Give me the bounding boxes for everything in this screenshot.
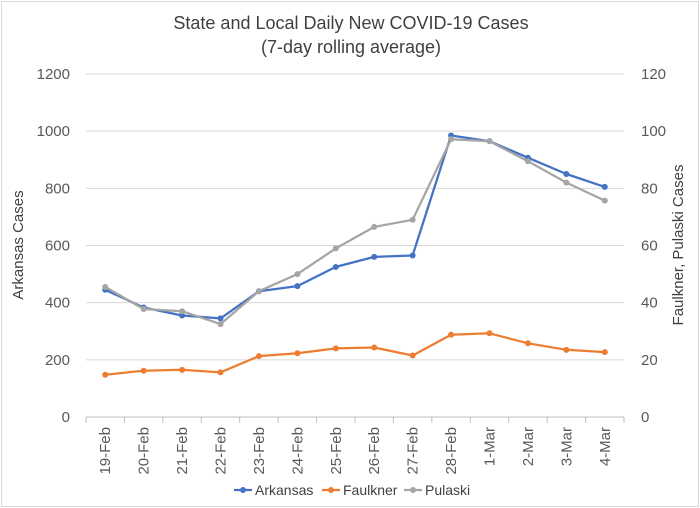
legend: Arkansas Faulkner Pulaski	[234, 482, 470, 498]
x-tick-label: 22-Feb	[213, 427, 230, 475]
data-point-faulkner	[563, 346, 570, 353]
x-tick-label: 28-Feb	[443, 427, 460, 475]
data-point-arkansas	[294, 283, 301, 290]
data-point-arkansas	[179, 312, 186, 319]
legend-label: Faulkner	[343, 482, 398, 498]
data-point-pulaski	[371, 223, 378, 230]
legend-item-arkansas: Arkansas	[234, 482, 313, 498]
x-tick-label: 23-Feb	[251, 427, 268, 475]
left-tick-label: 800	[45, 180, 70, 197]
data-point-faulkner	[102, 371, 109, 378]
x-tick-label: 1-Mar	[482, 427, 499, 466]
left-tick-label: 600	[45, 238, 70, 255]
data-point-arkansas	[601, 183, 608, 190]
x-tick-label: 21-Feb	[174, 427, 191, 475]
legend-label: Arkansas	[255, 482, 313, 498]
data-point-arkansas	[563, 171, 570, 178]
x-tick-label: 2-Mar	[520, 427, 537, 466]
right-tick-label: 80	[641, 180, 658, 197]
right-tick-label: 60	[641, 238, 658, 255]
left-tick-label: 1200	[37, 66, 70, 83]
series-faulkner	[102, 330, 608, 378]
data-point-faulkner	[409, 352, 416, 359]
data-point-arkansas	[409, 252, 416, 259]
data-point-faulkner	[448, 331, 455, 338]
right-tick-label: 0	[641, 409, 649, 426]
right-axis-ticks: 0 20 40 60 80 100 120	[641, 66, 666, 426]
left-tick-label: 200	[45, 352, 70, 369]
right-axis-label: Faulkner, Pulaski Cases	[670, 165, 687, 326]
data-point-pulaski	[448, 136, 455, 143]
x-tick-label: 24-Feb	[289, 427, 306, 475]
legend-item-pulaski: Pulaski	[404, 482, 470, 498]
chart-title: State and Local Daily New COVID-19 Cases	[173, 13, 528, 33]
legend-label: Pulaski	[425, 482, 470, 498]
data-point-pulaski	[524, 158, 531, 165]
data-point-faulkner	[294, 350, 301, 357]
data-point-pulaski	[217, 321, 224, 328]
data-point-arkansas	[371, 253, 378, 260]
x-tick-label: 27-Feb	[405, 427, 422, 475]
data-point-pulaski	[140, 305, 147, 312]
legend-swatch-marker	[410, 487, 416, 493]
data-point-pulaski	[409, 216, 416, 223]
chart-subtitle: (7-day rolling average)	[261, 37, 441, 57]
data-point-arkansas	[217, 315, 224, 322]
x-tick-label: 4-Mar	[597, 427, 614, 466]
right-tick-label: 120	[641, 66, 666, 83]
data-point-faulkner	[601, 349, 608, 356]
series-pulaski	[102, 136, 608, 328]
data-point-faulkner	[255, 353, 262, 360]
data-point-faulkner	[217, 369, 224, 376]
data-point-pulaski	[486, 138, 493, 145]
data-point-faulkner	[179, 366, 186, 373]
series-line-pulaski	[104, 138, 606, 326]
x-axis-ticks: 19-Feb 20-Feb 21-Feb 22-Feb 23-Feb 24-Feb 25-F…	[85, 417, 625, 475]
left-axis-ticks: 0 200 400 600 800 1000 1200	[37, 66, 70, 426]
series-group	[102, 132, 608, 378]
data-point-pulaski	[294, 271, 301, 278]
right-tick-label: 100	[641, 123, 666, 140]
data-point-pulaski	[563, 179, 570, 186]
x-tick-label: 19-Feb	[97, 427, 114, 475]
x-tick-label: 3-Mar	[558, 427, 575, 466]
x-tick-label: 26-Feb	[366, 427, 383, 475]
data-point-pulaski	[179, 308, 186, 315]
data-point-pulaski	[601, 197, 608, 204]
series-line-arkansas	[104, 134, 606, 320]
data-point-faulkner	[140, 367, 147, 374]
series-line-faulkner	[105, 332, 605, 376]
data-point-faulkner	[486, 330, 493, 337]
series-arkansas	[102, 132, 608, 322]
data-point-arkansas	[332, 263, 339, 270]
right-tick-label: 40	[641, 295, 658, 312]
left-tick-label: 1000	[37, 123, 70, 140]
left-tick-label: 0	[62, 409, 70, 426]
left-axis-label: Arkansas Cases	[10, 190, 27, 299]
legend-item-faulkner: Faulkner	[322, 482, 398, 498]
data-point-pulaski	[255, 288, 262, 295]
data-point-faulkner	[524, 340, 531, 347]
left-tick-label: 400	[45, 295, 70, 312]
legend-swatch-marker	[240, 487, 246, 493]
data-point-pulaski	[332, 245, 339, 252]
x-tick-label: 20-Feb	[136, 427, 153, 475]
x-tick-label: 25-Feb	[328, 427, 345, 475]
data-point-faulkner	[332, 345, 339, 352]
gridlines	[86, 73, 624, 418]
right-tick-label: 20	[641, 352, 658, 369]
data-point-faulkner	[371, 344, 378, 351]
legend-swatch-marker	[328, 487, 334, 493]
data-point-pulaski	[102, 283, 109, 290]
